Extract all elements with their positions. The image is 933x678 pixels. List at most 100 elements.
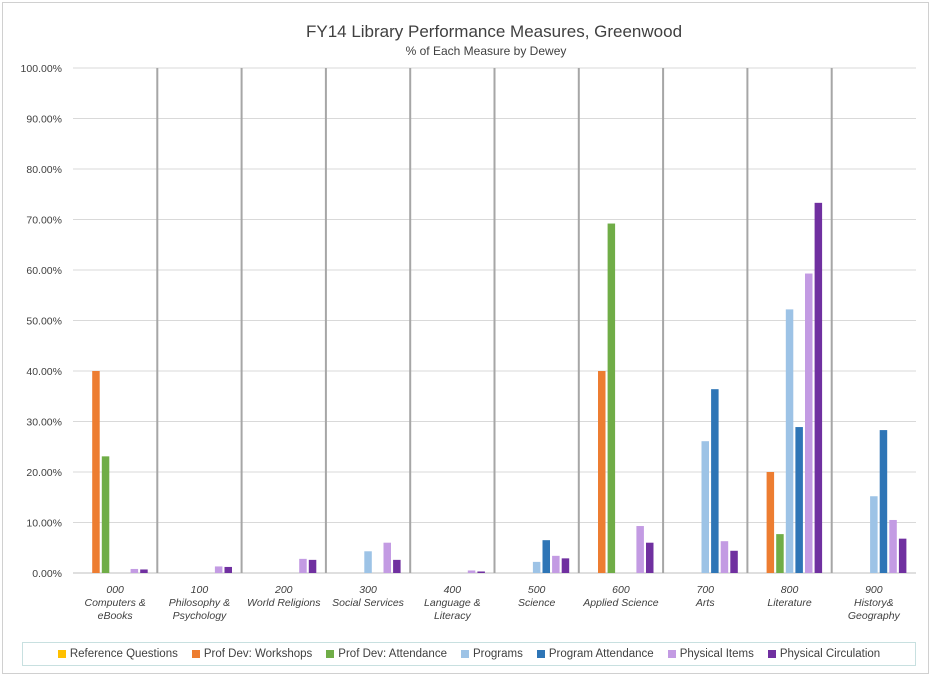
- legend-item: Physical Circulation: [767, 648, 881, 660]
- bar-programs-500: [532, 561, 541, 573]
- x-tick-label: Arts: [695, 597, 715, 609]
- bar-programs-800: [785, 309, 794, 573]
- legend: Reference Questions Prof Dev: Workshops Pr…: [22, 642, 916, 666]
- x-tick-label: 400: [444, 584, 462, 596]
- legend-item: Programs: [460, 648, 523, 660]
- bar-physical-items-200: [299, 558, 307, 573]
- bar-physical-items-700: [720, 541, 729, 573]
- x-tick-label: Philosophy &: [169, 597, 230, 609]
- legend-label: Prof Dev: Attendance: [338, 648, 447, 660]
- y-tick-label: 60.00%: [26, 265, 62, 277]
- bar-physical-circulation-800: [814, 202, 823, 573]
- legend-swatch: [326, 650, 335, 658]
- bar-programs-900: [870, 496, 878, 573]
- bar-physical-items-400: [467, 570, 476, 573]
- y-tick-label: 100.00%: [21, 63, 62, 75]
- x-tick-label: History&: [854, 597, 894, 609]
- bar-programs-700: [701, 441, 709, 573]
- bar-physical-circulation-000: [140, 569, 148, 573]
- y-tick-label: 20.00%: [26, 467, 62, 479]
- legend-item: Physical Items: [667, 648, 754, 660]
- bar-program-attendance-500: [542, 540, 550, 573]
- x-tick-label: Science: [518, 597, 556, 609]
- bar-physical-items-500: [552, 555, 560, 573]
- x-tick-label: 100: [191, 584, 209, 596]
- bar-prof-dev-attendance-800: [776, 534, 784, 573]
- x-tick-label: 300: [359, 584, 377, 596]
- x-tick-label: Psychology: [173, 610, 227, 622]
- legend-label: Physical Items: [679, 648, 754, 660]
- category-separators: [156, 68, 833, 573]
- bar-prof-dev-attendance-600: [607, 223, 616, 574]
- bar-physical-items-000: [130, 568, 139, 573]
- bar-prof-dev-workshops-800: [766, 472, 775, 573]
- bar-program-attendance-700: [711, 389, 719, 573]
- y-tick-label: 0.00%: [32, 568, 62, 580]
- bar-physical-circulation-100: [224, 566, 232, 573]
- y-tick-label: 40.00%: [26, 366, 62, 378]
- chart-canvas: FY14 Library Performance Measures, Green…: [21, 22, 916, 622]
- legend-swatch: [536, 650, 545, 658]
- legend-label: Reference Questions: [69, 648, 178, 660]
- x-tick-label: Geography: [848, 610, 901, 622]
- bar-physical-circulation-400: [477, 571, 485, 573]
- legend-swatch: [191, 650, 200, 658]
- bar-prof-dev-attendance-000: [101, 456, 110, 573]
- chart-subtitle: % of Each Measure by Dewey: [406, 44, 567, 58]
- x-tick-label: eBooks: [98, 610, 134, 622]
- y-tick-label: 80.00%: [26, 164, 62, 176]
- legend-label: Programs: [472, 648, 523, 660]
- bar-physical-circulation-300: [393, 559, 401, 573]
- x-tick-label: Social Services: [332, 597, 405, 609]
- x-tick-label: Language &: [424, 597, 481, 609]
- x-tick-label: 900: [865, 584, 883, 596]
- bar-physical-circulation-900: [898, 538, 907, 573]
- bar-physical-items-100: [214, 566, 223, 573]
- bar-physical-circulation-700: [730, 550, 738, 573]
- bar-physical-circulation-500: [561, 558, 570, 573]
- legend-swatch: [460, 650, 469, 658]
- x-tick-label: Literacy: [434, 610, 472, 622]
- bar-program-attendance-900: [879, 430, 888, 573]
- x-tick-label: 000: [106, 584, 124, 596]
- x-tick-label: 500: [528, 584, 546, 596]
- legend-swatch: [57, 650, 66, 658]
- x-tick-label: 200: [274, 584, 293, 596]
- legend-label: Prof Dev: Workshops: [203, 648, 313, 660]
- legend-item: Prof Dev: Workshops: [191, 648, 313, 660]
- x-tick-label: World Religions: [247, 597, 321, 609]
- chart-title: FY14 Library Performance Measures, Green…: [306, 22, 682, 41]
- y-axis-ticks: 0.00% 10.00% 20.00% 30.00% 40.00% 50.00% 60.00…: [21, 63, 62, 580]
- x-tick-label: 600: [612, 584, 630, 596]
- x-tick-label: 700: [696, 584, 714, 596]
- legend-label: Program Attendance: [548, 648, 654, 660]
- bar-physical-items-900: [889, 519, 897, 573]
- y-tick-label: 70.00%: [26, 215, 62, 227]
- bar-physical-items-800: [805, 273, 813, 573]
- y-tick-label: 50.00%: [26, 316, 62, 328]
- legend-swatch: [667, 650, 676, 658]
- legend-item: Reference Questions: [57, 648, 178, 660]
- y-tick-label: 10.00%: [26, 518, 62, 530]
- bar-programs-300: [364, 551, 372, 573]
- bar-prof-dev-workshops-600: [598, 371, 606, 573]
- bars: [92, 202, 907, 574]
- x-tick-label: Computers &: [85, 597, 146, 609]
- bar-physical-circulation-200: [308, 559, 317, 573]
- x-tick-label: Applied Science: [582, 597, 658, 609]
- bar-program-attendance-800: [795, 427, 803, 573]
- y-tick-label: 90.00%: [26, 114, 62, 126]
- bar-physical-items-300: [383, 542, 391, 573]
- legend-label: Physical Circulation: [779, 648, 881, 660]
- legend-item: Prof Dev: Attendance: [326, 648, 447, 660]
- x-tick-label: 800: [781, 584, 799, 596]
- legend-swatch: [767, 650, 776, 658]
- bar-physical-circulation-600: [646, 542, 654, 573]
- bar-prof-dev-workshops-000: [92, 371, 100, 573]
- y-tick-label: 30.00%: [26, 417, 62, 429]
- bar-physical-items-600: [636, 526, 644, 573]
- x-tick-label: Literature: [767, 597, 812, 609]
- legend-item: Program Attendance: [536, 648, 654, 660]
